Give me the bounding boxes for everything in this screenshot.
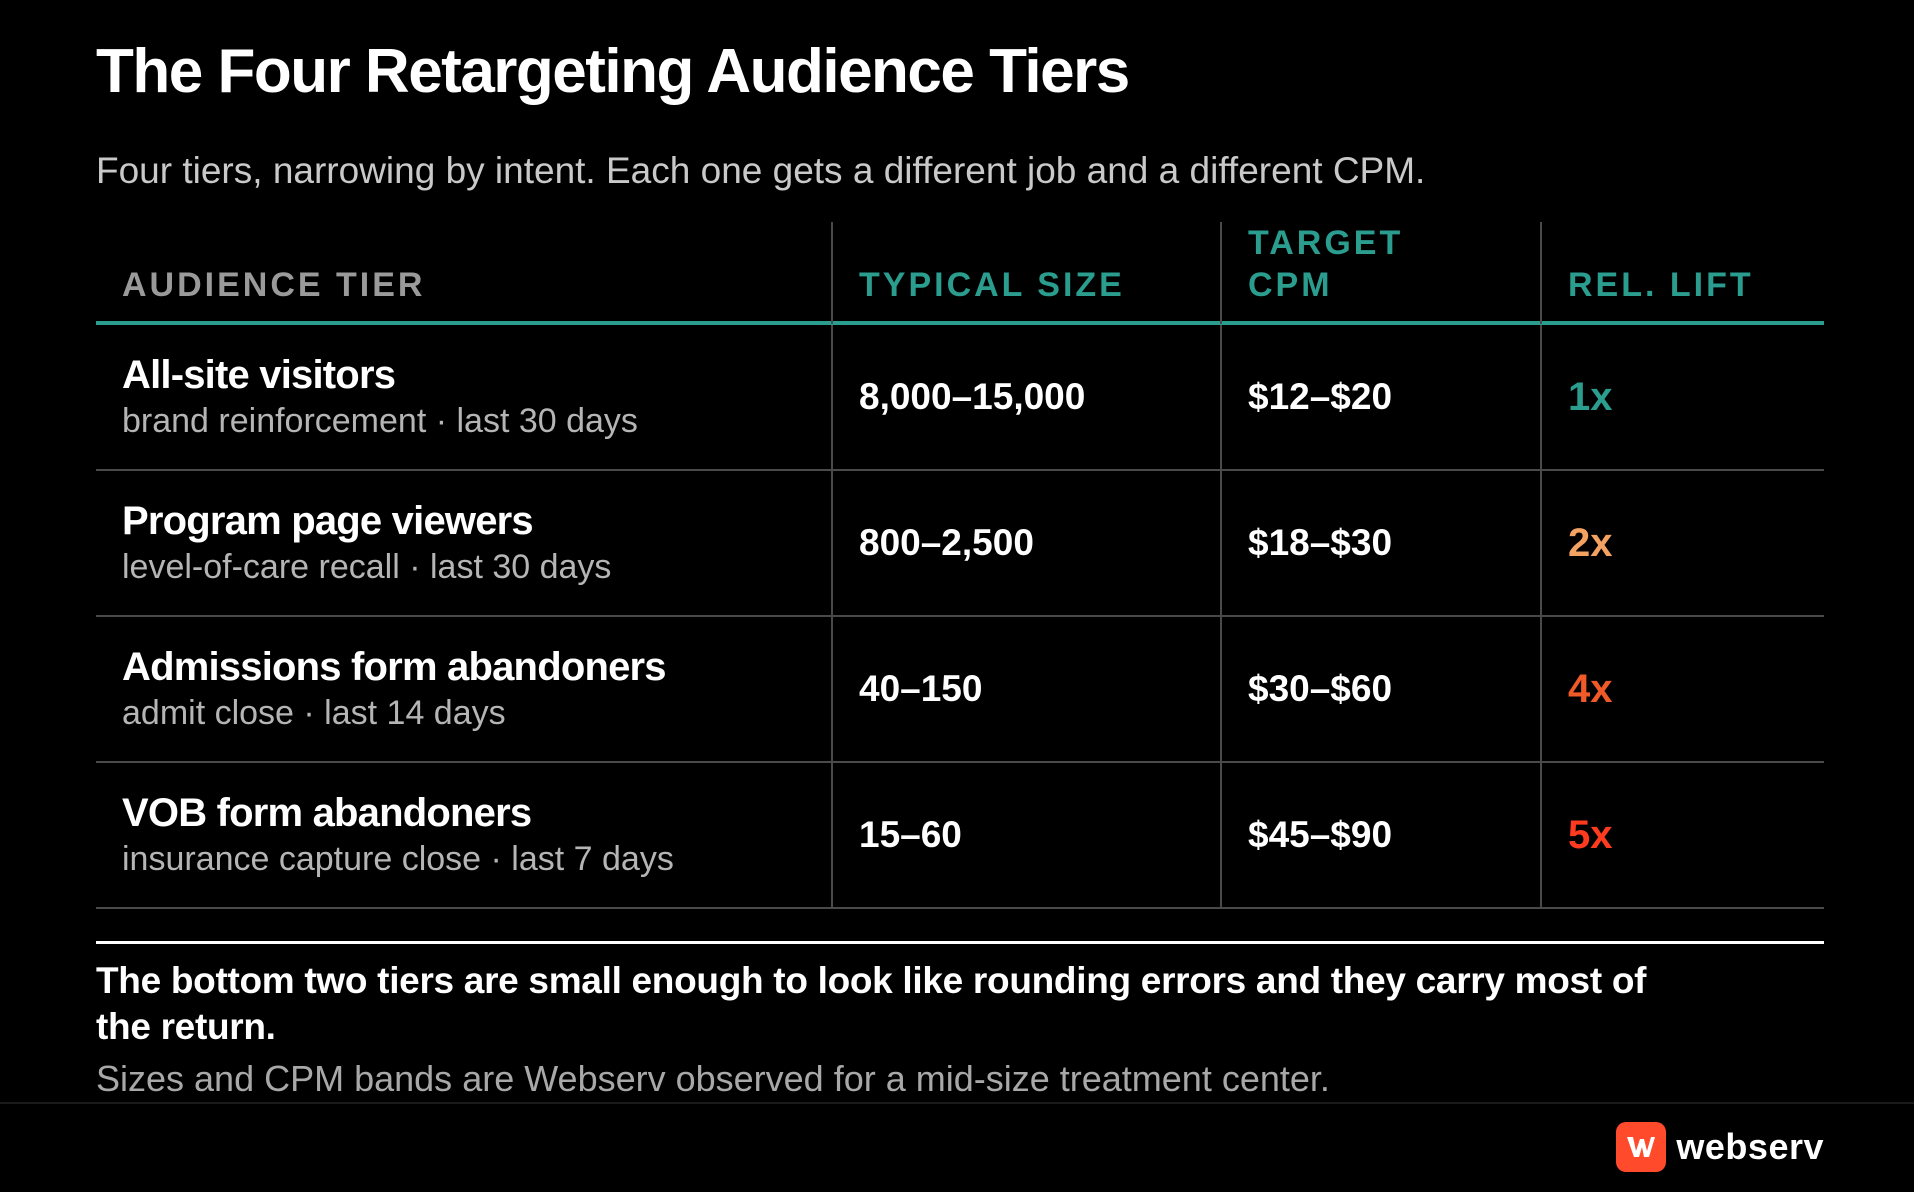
webserv-logo-glyph	[1627, 1137, 1656, 1157]
typical-size-value: 800–2,500	[859, 522, 1034, 563]
lift-cell: 4x	[1540, 617, 1824, 761]
lift-cell: 2x	[1540, 471, 1824, 615]
table-row: Program page viewers level-of-care recal…	[96, 471, 1824, 617]
cpm-cell: $12–$20	[1220, 325, 1540, 469]
brand-logo: webserv	[1616, 1122, 1824, 1172]
tier-cell: Program page viewers level-of-care recal…	[96, 471, 831, 615]
tier-description: level-of-care recall · last 30 days	[122, 548, 612, 586]
tier-name: All-site visitors	[122, 353, 396, 397]
target-cpm-value: $30–$60	[1248, 668, 1393, 709]
typical-size-value: 40–150	[859, 668, 983, 709]
size-cell: 8,000–15,000	[831, 325, 1220, 469]
page-title: The Four Retargeting Audience Tiers	[96, 37, 1130, 106]
size-cell: 40–150	[831, 617, 1220, 761]
tier-description: admit close · last 14 days	[122, 694, 506, 732]
cpm-cell: $45–$90	[1220, 763, 1540, 907]
header-target-cpm-line2: CPM	[1248, 266, 1333, 304]
tier-name: Admissions form abandoners	[122, 645, 667, 689]
header-typical-size: TYPICAL SIZE	[831, 222, 1220, 324]
cpm-cell: $18–$30	[1220, 471, 1540, 615]
header-target-cpm-label: TARGET CPM	[1248, 222, 1403, 306]
size-cell: 15–60	[831, 763, 1220, 907]
table-header: AUDIENCE TIER TYPICAL SIZE TARGET CPM RE…	[96, 222, 1824, 325]
key-takeaway: The bottom two tiers are small enough to…	[96, 960, 1647, 1047]
lift-cell: 1x	[1540, 325, 1824, 469]
header-audience-tier-label: AUDIENCE TIER	[122, 266, 426, 304]
typical-size-value: 8,000–15,000	[859, 376, 1086, 417]
target-cpm-value: $12–$20	[1248, 376, 1393, 417]
tier-description: insurance capture close · last 7 days	[122, 840, 674, 878]
tier-cell: Admissions form abandoners admit close ·…	[96, 617, 831, 761]
cpm-cell: $30–$60	[1220, 617, 1540, 761]
table-row: Admissions form abandoners admit close ·…	[96, 617, 1824, 763]
header-rel-lift-label: REL. LIFT	[1568, 266, 1754, 304]
webserv-logo-icon	[1616, 1122, 1667, 1172]
size-cell: 800–2,500	[831, 471, 1220, 615]
infographic: The Four Retargeting Audience Tiers Four…	[96, 0, 1824, 1100]
footer-band	[0, 1102, 1914, 1192]
rel-lift-value: 5x	[1568, 812, 1613, 857]
rel-lift-value: 2x	[1568, 520, 1613, 565]
header-typical-size-label: TYPICAL SIZE	[859, 266, 1125, 304]
table-row: VOB form abandoners insurance capture cl…	[96, 763, 1824, 909]
tier-name: VOB form abandoners	[122, 791, 532, 835]
audience-tiers-table: AUDIENCE TIER TYPICAL SIZE TARGET CPM RE…	[96, 222, 1824, 909]
page-subtitle: Four tiers, narrowing by intent. Each on…	[96, 150, 1426, 191]
table-row: All-site visitors brand reinforcement · …	[96, 325, 1824, 471]
tier-description: brand reinforcement · last 30 days	[122, 402, 638, 440]
header-target-cpm: TARGET CPM	[1220, 222, 1540, 324]
target-cpm-value: $18–$30	[1248, 522, 1393, 563]
rel-lift-value: 1x	[1568, 374, 1613, 419]
header-rel-lift: REL. LIFT	[1540, 222, 1824, 324]
rel-lift-value: 4x	[1568, 666, 1613, 711]
tier-cell: All-site visitors brand reinforcement · …	[96, 325, 831, 469]
tier-cell: VOB form abandoners insurance capture cl…	[96, 763, 831, 907]
header-target-cpm-line1: TARGET	[1248, 224, 1404, 262]
footnote: Sizes and CPM bands are Webserv observed…	[96, 1058, 1330, 1099]
section-divider	[96, 941, 1824, 944]
lift-cell: 5x	[1540, 763, 1824, 907]
typical-size-value: 15–60	[859, 814, 962, 855]
target-cpm-value: $45–$90	[1248, 814, 1393, 855]
brand-name: webserv	[1676, 1126, 1824, 1167]
table-body: All-site visitors brand reinforcement · …	[96, 325, 1824, 909]
tier-name: Program page viewers	[122, 499, 534, 543]
header-audience-tier: AUDIENCE TIER	[96, 222, 831, 324]
